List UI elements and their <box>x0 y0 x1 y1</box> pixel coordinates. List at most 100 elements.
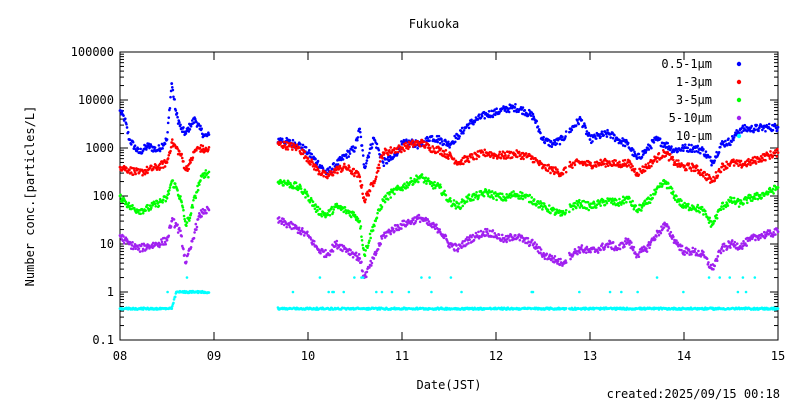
data-point <box>442 142 446 146</box>
data-point <box>420 276 423 279</box>
data-point <box>713 264 717 268</box>
data-point <box>358 227 362 230</box>
data-point <box>435 223 438 226</box>
data-point <box>698 171 701 175</box>
data-point <box>377 163 381 167</box>
data-point <box>166 130 169 134</box>
data-point <box>411 139 414 142</box>
data-point <box>436 140 440 144</box>
data-point <box>294 148 298 152</box>
data-point <box>553 254 557 258</box>
data-point <box>172 301 175 305</box>
data-point <box>182 214 186 218</box>
data-point <box>367 241 371 245</box>
data-point <box>653 238 657 241</box>
data-point <box>651 138 655 142</box>
data-point <box>460 200 463 204</box>
data-point <box>680 244 684 248</box>
data-point <box>703 171 706 174</box>
data-point <box>495 107 498 111</box>
data-point <box>457 137 461 140</box>
data-point <box>383 200 387 204</box>
data-point <box>320 214 324 218</box>
data-point <box>354 146 357 150</box>
data-point <box>167 153 171 157</box>
data-point <box>376 169 380 173</box>
data-point <box>195 120 198 124</box>
data-point <box>617 204 621 207</box>
legend-swatch <box>736 79 742 85</box>
data-point <box>390 290 394 294</box>
data-point <box>540 202 544 205</box>
data-point <box>180 200 183 204</box>
data-point <box>302 234 306 237</box>
data-point <box>756 197 760 201</box>
data-point <box>168 106 172 110</box>
data-point <box>122 114 125 117</box>
data-point <box>690 252 693 256</box>
data-point <box>349 248 352 252</box>
data-point <box>712 267 715 271</box>
data-point <box>136 147 140 151</box>
data-point <box>500 192 504 196</box>
data-point <box>636 210 639 214</box>
data-point <box>354 251 358 255</box>
data-point <box>359 225 363 228</box>
data-point <box>443 189 446 193</box>
data-point <box>444 193 448 197</box>
data-point <box>745 164 748 168</box>
data-point <box>404 141 408 145</box>
data-point <box>122 241 126 245</box>
data-point <box>702 213 705 216</box>
data-point <box>312 242 315 246</box>
data-point <box>702 147 705 151</box>
data-point <box>643 169 647 173</box>
data-point <box>438 183 442 187</box>
data-point <box>364 161 368 165</box>
data-point <box>773 122 777 126</box>
data-point <box>594 165 598 168</box>
data-point <box>328 166 332 169</box>
data-point <box>324 248 327 252</box>
data-point <box>158 245 161 249</box>
data-point <box>135 149 139 153</box>
data-point <box>591 140 594 143</box>
data-point <box>637 152 641 156</box>
y-tick-label: 100 <box>92 189 114 203</box>
data-point <box>131 173 135 176</box>
data-point <box>537 128 541 131</box>
data-point <box>171 179 175 182</box>
x-axis-label: Date(JST) <box>416 378 481 392</box>
data-point <box>373 179 377 183</box>
data-point <box>380 290 384 294</box>
data-point <box>294 181 298 185</box>
data-point <box>631 199 634 203</box>
data-point <box>530 196 534 199</box>
data-point <box>606 128 609 132</box>
data-point <box>436 150 440 154</box>
data-point <box>143 172 147 176</box>
data-point <box>603 203 607 207</box>
data-point <box>309 196 313 200</box>
data-point <box>599 248 602 252</box>
data-point <box>558 263 562 267</box>
legend-swatch <box>736 115 742 121</box>
data-point <box>538 246 542 249</box>
legend-swatch <box>736 97 742 103</box>
data-point <box>187 167 191 171</box>
data-point <box>553 140 557 144</box>
data-point <box>648 246 651 250</box>
data-point <box>368 151 371 155</box>
data-point <box>444 234 448 238</box>
data-point <box>745 244 748 247</box>
data-point <box>391 190 394 194</box>
data-point <box>513 106 517 109</box>
data-point <box>526 236 530 240</box>
data-point <box>482 194 486 198</box>
data-point <box>363 200 367 204</box>
data-point <box>461 204 465 208</box>
data-point <box>468 122 471 125</box>
data-point <box>361 243 364 247</box>
series-0 <box>118 82 780 176</box>
data-point <box>564 307 568 310</box>
